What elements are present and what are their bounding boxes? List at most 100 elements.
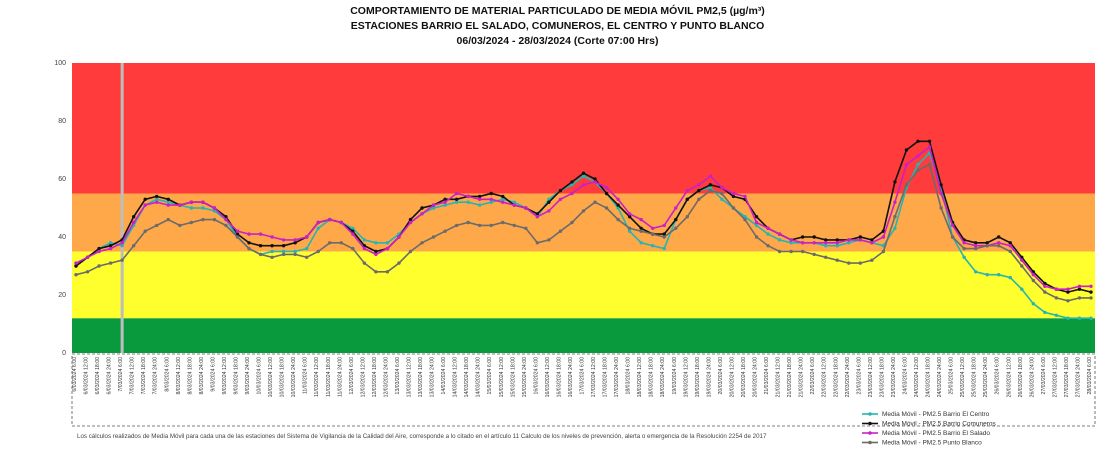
data-point	[201, 217, 205, 222]
data-point	[985, 244, 989, 248]
data-point	[708, 174, 713, 178]
data-point	[489, 197, 493, 201]
data-point	[1077, 284, 1082, 288]
data-point	[720, 186, 724, 190]
x-tick-label: 26/03/2024 24:00	[1029, 357, 1035, 398]
footnote: Los cálculos realizados de Media Móvil p…	[77, 433, 767, 440]
data-point	[743, 215, 747, 219]
data-point	[408, 217, 413, 222]
data-point	[604, 186, 609, 190]
data-point	[247, 241, 251, 245]
data-point	[973, 270, 978, 274]
x-tick-label: 25/03/2024 12:00	[960, 357, 966, 398]
data-point	[258, 252, 263, 257]
data-point	[74, 273, 78, 277]
x-tick-label: 23/03/2024 12:00	[868, 357, 874, 398]
data-point	[270, 235, 274, 239]
data-point	[674, 206, 678, 210]
x-tick-label: 12/03/2024 24:00	[383, 357, 389, 398]
x-tick-label: 10/03/2024 12:00	[268, 357, 274, 398]
data-point	[281, 249, 286, 254]
data-point	[570, 180, 574, 184]
data-point	[731, 191, 736, 196]
data-point	[824, 244, 828, 248]
data-point	[408, 249, 413, 254]
data-point	[962, 255, 966, 259]
data-point	[627, 229, 632, 233]
legend-marker	[868, 412, 872, 416]
data-point	[74, 264, 78, 268]
data-point	[973, 246, 978, 251]
data-point	[316, 249, 320, 254]
x-tick-label: 9/03/2024 12:00	[222, 357, 228, 395]
data-point	[639, 226, 643, 230]
data-point	[443, 203, 447, 207]
data-point	[97, 249, 101, 254]
data-point	[431, 235, 436, 239]
data-point	[247, 246, 251, 251]
data-point	[558, 229, 563, 233]
data-point	[351, 229, 355, 233]
data-point	[454, 223, 459, 228]
data-point	[189, 220, 194, 225]
data-point	[639, 241, 643, 245]
band-2	[72, 193, 1095, 252]
data-point	[339, 220, 343, 225]
data-point	[1077, 287, 1082, 291]
data-point	[351, 226, 355, 230]
data-point	[189, 200, 194, 204]
x-tick-label: 10/03/2024 24:00	[291, 357, 297, 398]
data-point	[166, 200, 170, 204]
x-tick-label: 14/03/2024 6:00	[441, 357, 447, 395]
data-point	[155, 197, 159, 201]
data-point	[489, 191, 493, 196]
data-point	[258, 232, 263, 236]
x-tick-label: 25/03/2024 6:00	[949, 357, 955, 395]
data-point	[235, 229, 240, 233]
x-tick-label: 6/03/2024 12:00	[84, 357, 90, 395]
data-point	[212, 209, 217, 213]
data-point	[1043, 284, 1047, 288]
data-point	[131, 215, 136, 219]
data-point	[316, 226, 320, 230]
x-tick-label: 17/03/2024 6:00	[580, 357, 586, 395]
data-point	[858, 238, 863, 242]
data-point	[985, 273, 989, 277]
x-tick-label: 9/03/2024 24:00	[245, 357, 251, 395]
x-tick-label: 22/03/2024 12:00	[822, 357, 828, 398]
x-tick-label: 15/03/2024 12:00	[499, 357, 505, 398]
x-tick-label: 10/03/2024 18:00	[280, 357, 286, 398]
data-point	[362, 261, 367, 265]
data-point	[443, 200, 447, 204]
data-point	[858, 235, 863, 239]
data-point	[420, 241, 424, 245]
data-point	[1008, 275, 1012, 280]
x-tick-label: 21/03/2024 18:00	[787, 357, 793, 398]
data-point	[535, 212, 540, 216]
data-point	[939, 183, 943, 187]
x-tick-label: 11/03/2024 18:00	[326, 357, 332, 397]
data-point	[443, 229, 447, 233]
data-point	[454, 197, 459, 201]
data-point	[927, 162, 932, 167]
x-tick-label: 22/03/2024 6:00	[810, 357, 816, 395]
data-point	[420, 206, 424, 210]
data-point	[847, 238, 851, 242]
x-tick-label: 26/03/2024 18:00	[1018, 357, 1024, 398]
data-point	[916, 162, 920, 167]
data-point	[916, 139, 920, 143]
data-point	[1054, 296, 1059, 300]
data-point	[385, 241, 390, 245]
data-point	[512, 200, 516, 204]
x-tick-label: 21/03/2024 24:00	[799, 357, 805, 398]
data-point	[1031, 302, 1036, 306]
data-point	[893, 226, 897, 230]
x-tick-label: 24/03/2024 18:00	[926, 357, 932, 398]
data-point	[685, 197, 690, 201]
y-tick-label: 60	[58, 176, 66, 183]
data-point	[997, 235, 1001, 239]
data-point	[662, 235, 666, 239]
data-point	[316, 220, 320, 225]
data-point	[501, 194, 505, 199]
x-tick-label: 16/03/2024 6:00	[533, 357, 539, 395]
